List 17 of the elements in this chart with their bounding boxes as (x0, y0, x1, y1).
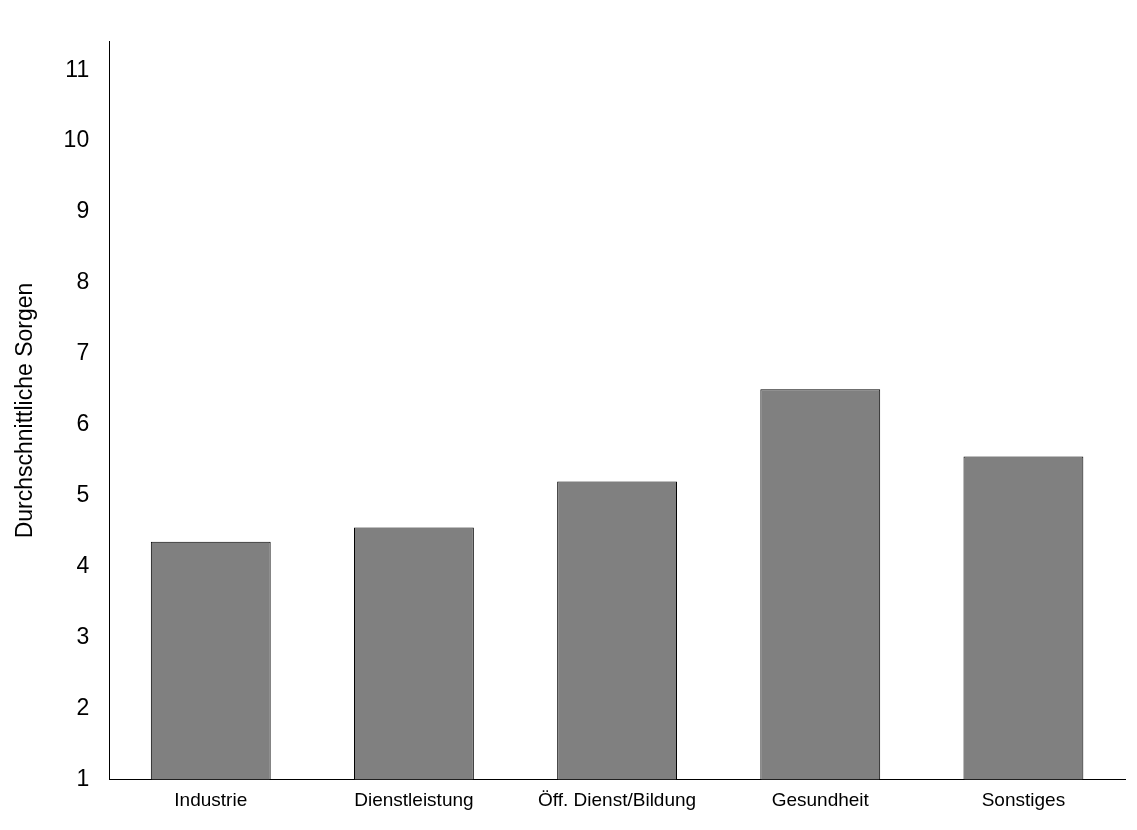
y-tick-label: 9 (76, 197, 90, 224)
x-tick-label: Industrie (174, 788, 248, 810)
x-tick-label: Sonstiges (981, 788, 1066, 810)
x-tick-label: Öff. Dienst/Bildung (538, 788, 697, 810)
y-tick-label: 2 (76, 693, 90, 720)
y-tick-label: 8 (76, 268, 90, 295)
y-tick-label: 3 (76, 622, 90, 649)
y-tick-label: 1 (76, 764, 90, 791)
x-tick-label: Dienstleistung (354, 788, 474, 810)
y-tick-label: 6 (76, 410, 90, 437)
y-tick-label: 11 (65, 55, 90, 82)
y-tick-label: 4 (76, 551, 90, 578)
y-axis-title: Durchschnittliche Sorgen (11, 282, 38, 539)
y-tick-label: 7 (76, 339, 90, 366)
y-tick-label: 10 (63, 126, 90, 153)
x-tick-label: Gesundheit (771, 788, 870, 810)
y-tick-label: 5 (76, 480, 90, 507)
